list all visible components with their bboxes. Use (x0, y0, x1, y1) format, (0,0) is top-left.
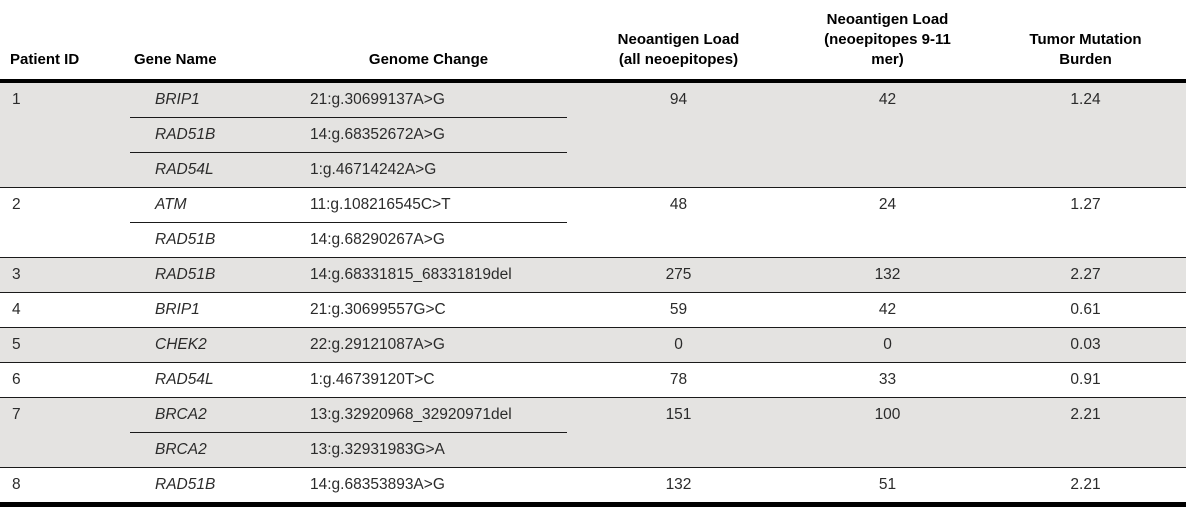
neoantigen-all-cell: 78 (567, 362, 790, 398)
table-header: Patient ID Gene Name Genome Change Neoan… (0, 0, 1186, 83)
tumor-mutation-burden-cell: 1.24 (985, 80, 1186, 188)
genome-change-cell: 21:g.30699137A>G (290, 80, 567, 118)
patient-id-cell: 3 (0, 257, 130, 293)
tumor-mutation-burden-cell: 2.21 (985, 397, 1186, 468)
table-row: 4 BRIP1 21:g.30699557G>C 59 42 0.61 (0, 292, 1186, 328)
table-row: RAD51B 14:g.68290267A>G (0, 222, 1186, 258)
genome-change-cell: 14:g.68353893A>G (290, 467, 567, 505)
col-header-genome-change: Genome Change (290, 0, 567, 83)
patient-id-cell: 2 (0, 187, 130, 258)
table-row: 3 RAD51B 14:g.68331815_68331819del 275 132 2.… (0, 257, 1186, 293)
neoantigen-9-11-cell: 33 (790, 362, 985, 398)
tumor-mutation-burden-cell: 0.91 (985, 362, 1186, 398)
neoantigen-all-cell: 94 (567, 80, 790, 188)
neoantigen-all-cell: 151 (567, 397, 790, 468)
neoantigen-9-11-cell: 24 (790, 187, 985, 258)
gene-name-cell: BRCA2 (130, 397, 290, 433)
tumor-mutation-burden-cell: 2.21 (985, 467, 1186, 505)
patient-id-cell: 8 (0, 467, 130, 505)
tumor-mutation-burden-cell: 0.03 (985, 327, 1186, 363)
neoantigen-9-11-cell: 0 (790, 327, 985, 363)
table-row: 6 RAD54L 1:g.46739120T>C 78 33 0.91 (0, 362, 1186, 398)
neoantigen-9-11-cell: 42 (790, 80, 985, 188)
patient-id-cell: 5 (0, 327, 130, 363)
gene-name-cell: CHEK2 (130, 327, 290, 363)
table-row: 5 CHEK2 22:g.29121087A>G 0 0 0.03 (0, 327, 1186, 363)
tumor-mutation-burden-cell: 1.27 (985, 187, 1186, 258)
patient-id-cell: 1 (0, 80, 130, 188)
neoantigen-9-11-cell: 132 (790, 257, 985, 293)
gene-name-cell: RAD51B (130, 257, 290, 293)
gene-name-cell: RAD54L (130, 152, 290, 188)
table-row: RAD54L 1:g.46714242A>G (0, 152, 1186, 188)
gene-name-cell: BRCA2 (130, 432, 290, 468)
genome-change-cell: 11:g.108216545C>T (290, 187, 567, 223)
gene-name-cell: RAD51B (130, 222, 290, 258)
genome-change-cell: 14:g.68352672A>G (290, 117, 567, 153)
genome-change-cell: 21:g.30699557G>C (290, 292, 567, 328)
genome-change-cell: 13:g.32920968_32920971del (290, 397, 567, 433)
neoantigen-all-cell: 59 (567, 292, 790, 328)
genome-change-cell: 13:g.32931983G>A (290, 432, 567, 468)
col-header-gene-name: Gene Name (130, 0, 290, 83)
gene-name-cell: RAD51B (130, 117, 290, 153)
neoantigen-all-cell: 48 (567, 187, 790, 258)
col-header-neoantigen-9-11: Neoantigen Load (neoepitopes 9-11 mer) (790, 0, 985, 83)
table-row: 8 RAD51B 14:g.68353893A>G 132 51 2.21 (0, 467, 1186, 505)
genome-change-cell: 14:g.68290267A>G (290, 222, 567, 258)
neoantigen-all-cell: 275 (567, 257, 790, 293)
col-header-neoantigen-all: Neoantigen Load (all neoepitopes) (567, 0, 790, 83)
table-body: 1 BRIP1 21:g.30699137A>G 94 42 1.24 RAD51B 14:g… (0, 80, 1186, 505)
neoantigen-9-11-cell: 51 (790, 467, 985, 505)
patient-id-cell: 7 (0, 397, 130, 468)
neoantigen-9-11-cell: 42 (790, 292, 985, 328)
gene-name-cell: BRIP1 (130, 80, 290, 118)
table-row: 2 ATM 11:g.108216545C>T 48 24 1.27 (0, 187, 1186, 258)
neoantigen-all-cell: 0 (567, 327, 790, 363)
gene-name-cell: ATM (130, 187, 290, 223)
header-row: Patient ID Gene Name Genome Change Neoan… (0, 0, 1186, 83)
genome-change-cell: 1:g.46714242A>G (290, 152, 567, 188)
tumor-mutation-burden-cell: 0.61 (985, 292, 1186, 328)
table-row: 7 BRCA2 13:g.32920968_32920971del 151 100 2.2… (0, 397, 1186, 468)
col-header-tumor-mutation-burden: Tumor Mutation Burden (985, 0, 1186, 83)
patient-id-cell: 4 (0, 292, 130, 328)
genome-change-cell: 1:g.46739120T>C (290, 362, 567, 398)
table-row: 1 BRIP1 21:g.30699137A>G 94 42 1.24 (0, 80, 1186, 188)
gene-name-cell: BRIP1 (130, 292, 290, 328)
gene-name-cell: RAD51B (130, 467, 290, 505)
table-row: BRCA2 13:g.32931983G>A (0, 432, 1186, 468)
table-row: RAD51B 14:g.68352672A>G (0, 117, 1186, 153)
genome-change-cell: 22:g.29121087A>G (290, 327, 567, 363)
patient-id-cell: 6 (0, 362, 130, 398)
gene-name-cell: RAD54L (130, 362, 290, 398)
genome-change-cell: 14:g.68331815_68331819del (290, 257, 567, 293)
col-header-patient-id: Patient ID (0, 0, 130, 83)
neoantigen-9-11-cell: 100 (790, 397, 985, 468)
tumor-mutation-burden-cell: 2.27 (985, 257, 1186, 293)
neoantigen-all-cell: 132 (567, 467, 790, 505)
